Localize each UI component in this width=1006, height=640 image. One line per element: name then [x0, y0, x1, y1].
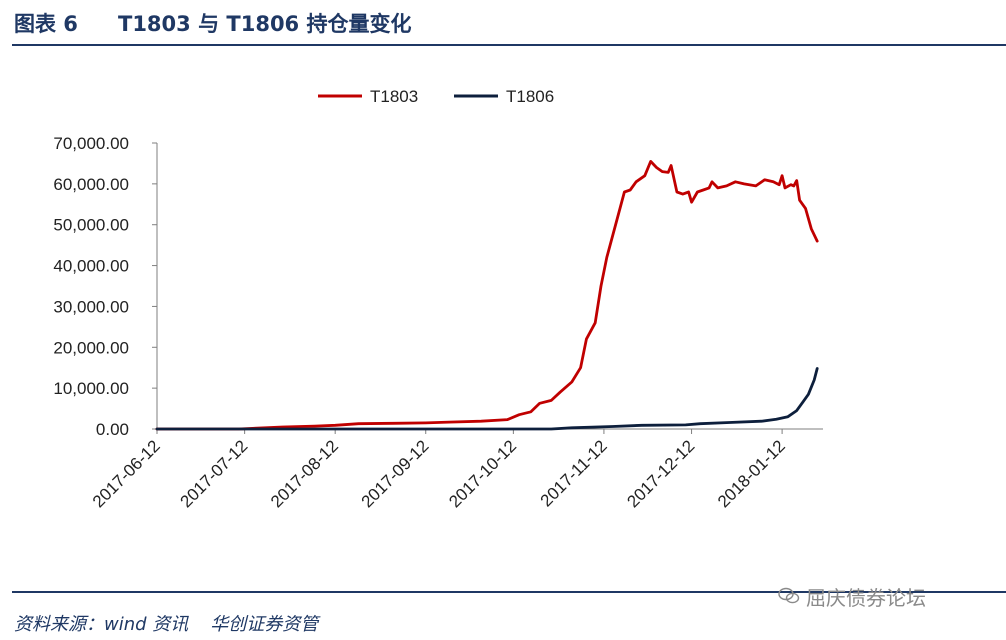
legend-label-t1806: T1806	[506, 87, 554, 106]
y-tick-label: 50,000.00	[53, 216, 129, 235]
watermark-text: 屈庆债券论坛	[806, 586, 926, 610]
y-tick-label: 30,000.00	[53, 297, 129, 316]
title-divider	[12, 44, 1006, 46]
chart-legend: T1803 T1806	[318, 87, 554, 106]
series-line-t1803	[155, 159, 819, 431]
x-tick-label: 2017-10-12	[445, 436, 520, 511]
x-tick-label: 2017-09-12	[358, 436, 433, 511]
y-tick-label: 40,000.00	[53, 257, 129, 276]
x-axis: 2017-06-12 2017-07-12 2017-08-12 2017-09-12…	[89, 428, 823, 511]
x-tick-label: 2017-06-12	[89, 436, 164, 511]
x-tick-label: 2017-07-12	[177, 436, 252, 511]
y-tick-label: 10,000.00	[53, 379, 129, 398]
x-tick-label: 2017-08-12	[267, 436, 342, 511]
figure-title-text: T1803 与 T1806 持仓量变化	[118, 12, 412, 36]
watermark: 屈庆债券论坛	[778, 582, 926, 611]
footer-divider	[12, 591, 1006, 593]
figure-title: 图表 6 T1803 与 T1806 持仓量变化	[14, 8, 411, 38]
y-tick-label: 60,000.00	[53, 175, 129, 194]
source-note: 资料来源：wind 资讯 华创证券资管	[14, 610, 318, 636]
legend-label-t1803: T1803	[370, 87, 418, 106]
y-tick-label: 70,000.00	[53, 134, 129, 153]
source-prefix: 资料来源：wind 资讯	[14, 614, 189, 635]
x-tick-label: 2017-12-12	[623, 436, 698, 511]
x-tick-label: 2017-11-12	[537, 436, 611, 510]
source-org: 华创证券资管	[210, 614, 319, 635]
y-axis: 0.00 10,000.00 20,000.00 30,000.00 40,000.00…	[53, 134, 158, 439]
wechat-icon	[778, 587, 800, 610]
open-interest-line-chart: T1803 T1806 0.00 10,000.00 20,000.00 30,000.…	[53, 87, 823, 511]
figure-label: 图表 6	[14, 12, 78, 36]
series-line-t1806	[155, 367, 819, 431]
y-tick-label: 0.00	[96, 420, 129, 439]
y-tick-label: 20,000.00	[53, 338, 129, 357]
x-tick-label: 2018-01-12	[714, 436, 789, 511]
series-layer	[155, 159, 819, 431]
